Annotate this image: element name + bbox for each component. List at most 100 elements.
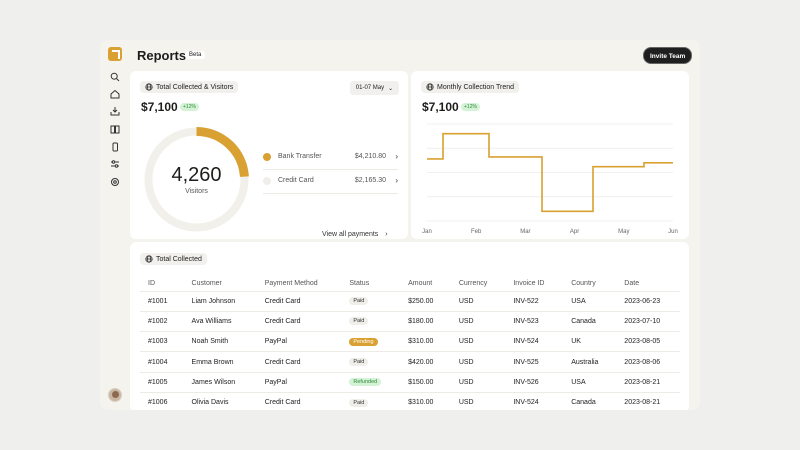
chevron-right-icon: › xyxy=(395,176,398,185)
x-tick-label: Mar xyxy=(520,229,530,235)
status-badge: Pending xyxy=(349,337,378,346)
x-tick-label: Jun xyxy=(668,229,678,235)
globe-icon xyxy=(145,255,153,263)
table-cell: 2023-08-05 xyxy=(616,331,680,352)
invite-team-button[interactable]: Invite Team xyxy=(643,47,693,64)
visitors-donut xyxy=(144,127,249,232)
legend-dot xyxy=(263,153,271,161)
table-cell: INV-526 xyxy=(505,371,564,393)
table-cell: #1004 xyxy=(140,351,184,373)
table-cell: $150.00 xyxy=(400,371,451,393)
table-cell: $310.00 xyxy=(400,391,451,410)
table-cell: $420.00 xyxy=(400,351,451,373)
table-cell: 2023-08-06 xyxy=(616,351,680,373)
date-range-value: 01-07 May xyxy=(355,85,385,91)
table-cell: #1005 xyxy=(140,371,184,393)
table-row[interactable]: #1001 Liam Johnson Credit Card Paid $250.00 U… xyxy=(140,290,680,312)
table-cell: USD xyxy=(450,290,506,312)
book-icon[interactable] xyxy=(109,123,121,135)
card-title: Total Collected & Visitors xyxy=(156,83,234,91)
legend-item-bank-transfer[interactable]: Bank Transfer $4,210.80 › xyxy=(263,152,398,162)
table-row[interactable]: #1005 James Wilson PayPal Refunded $150.00 US… xyxy=(140,371,680,393)
table-cell: Paid xyxy=(341,351,401,373)
table-cell: #1001 xyxy=(140,290,184,312)
table-cell: Paid xyxy=(341,310,401,332)
legend-label: Credit Card xyxy=(278,177,314,184)
view-all-payments-link[interactable]: View all payments › xyxy=(322,231,388,238)
table-cell: USD xyxy=(450,391,506,410)
column-header[interactable]: Currency xyxy=(458,279,488,287)
table-cell: INV-524 xyxy=(505,331,564,352)
table-row[interactable]: #1003 Noah Smith PayPal Pending $310.00 USD IN… xyxy=(140,331,680,352)
table-cell: Canada xyxy=(563,391,617,410)
table-row[interactable]: #1002 Ava Williams Credit Card Paid $180.00 U… xyxy=(140,310,680,332)
column-header[interactable]: Amount xyxy=(408,279,433,287)
sidebar xyxy=(100,40,130,410)
inbox-download-icon[interactable] xyxy=(109,105,121,117)
x-tick-label: Jan xyxy=(422,229,432,235)
legend-dot xyxy=(263,177,271,185)
legend-item-credit-card[interactable]: Credit Card $2,165.30 › xyxy=(263,176,398,186)
column-header[interactable]: Invoice ID xyxy=(513,279,545,287)
table-header-row: ID Customer Payment Method Status Amount… xyxy=(140,276,680,291)
total-amount: $7,100 xyxy=(141,100,178,114)
trend-card: Monthly Collection Trend $7,100 +12% Jan… xyxy=(411,71,689,239)
table-cell: #1003 xyxy=(140,331,184,352)
logo-icon[interactable] xyxy=(108,47,122,61)
chevron-right-icon: › xyxy=(395,152,398,161)
trend-chart: Jan Feb Mar Apr May Jun xyxy=(422,123,678,235)
status-badge: Paid xyxy=(349,317,369,326)
sliders-icon[interactable] xyxy=(109,158,121,170)
table-cell: INV-525 xyxy=(505,351,564,373)
table-cell: USA xyxy=(563,290,617,312)
home-icon[interactable] xyxy=(109,88,121,100)
x-tick-label: Apr xyxy=(570,229,579,235)
legend-label: Bank Transfer xyxy=(278,153,322,160)
table-row[interactable]: #1006 Olivia Davis Credit Card Paid $310.00 U… xyxy=(140,391,680,410)
table-cell: $250.00 xyxy=(400,290,451,312)
card-title-chip: Monthly Collection Trend xyxy=(421,81,520,93)
app-window: Reports Beta Invite Team Total Collected… xyxy=(100,40,700,410)
table-cell: Paid xyxy=(341,290,401,312)
card-title-chip: Total Collected xyxy=(140,253,207,265)
table-cell: USD xyxy=(450,331,506,352)
column-header[interactable]: ID xyxy=(148,279,155,287)
status-badge: Paid xyxy=(349,297,369,306)
table-cell: Refunded xyxy=(341,371,401,393)
column-header[interactable]: Country xyxy=(571,279,596,287)
search-icon[interactable] xyxy=(109,71,121,83)
phone-icon[interactable] xyxy=(109,141,121,153)
chevron-down-icon: ⌄ xyxy=(388,85,394,92)
column-header[interactable]: Payment Method xyxy=(264,279,318,287)
column-header[interactable]: Customer xyxy=(191,279,222,287)
avatar[interactable] xyxy=(108,388,122,402)
table-cell: Australia xyxy=(563,351,617,373)
page-title: Reports xyxy=(137,48,187,63)
table-cell: 2023-06-23 xyxy=(616,290,680,312)
beta-badge: Beta xyxy=(185,51,206,59)
table-row[interactable]: #1004 Emma Brown Credit Card Paid $420.00 USD… xyxy=(140,351,680,373)
column-header[interactable]: Date xyxy=(624,279,640,287)
table-cell: UK xyxy=(563,331,617,352)
visitors-label: Visitors xyxy=(185,188,208,195)
date-range-select[interactable]: 01-07 May ⌄ xyxy=(350,81,399,95)
chevron-right-icon: › xyxy=(385,231,388,238)
table-cell: Liam Johnson xyxy=(183,290,257,312)
table-cell: PayPal xyxy=(256,331,342,352)
divider xyxy=(263,193,398,194)
table-cell: USD xyxy=(450,310,506,332)
settings-icon[interactable] xyxy=(109,176,121,188)
table-cell: Canada xyxy=(563,310,617,332)
trend-line xyxy=(427,132,673,213)
table-cell: Paid xyxy=(341,391,401,410)
view-all-label: View all payments xyxy=(322,231,379,238)
table-cell: INV-522 xyxy=(505,290,564,312)
delta-badge: +12% xyxy=(180,103,199,111)
table-cell: Credit Card xyxy=(256,310,342,332)
column-header[interactable]: Status xyxy=(349,279,370,287)
x-tick-label: Feb xyxy=(471,229,482,235)
table-cell: PayPal xyxy=(256,371,342,393)
table-cell: Noah Smith xyxy=(183,331,257,352)
table-cell: Ava Williams xyxy=(183,310,257,332)
table-cell: #1006 xyxy=(140,391,184,410)
